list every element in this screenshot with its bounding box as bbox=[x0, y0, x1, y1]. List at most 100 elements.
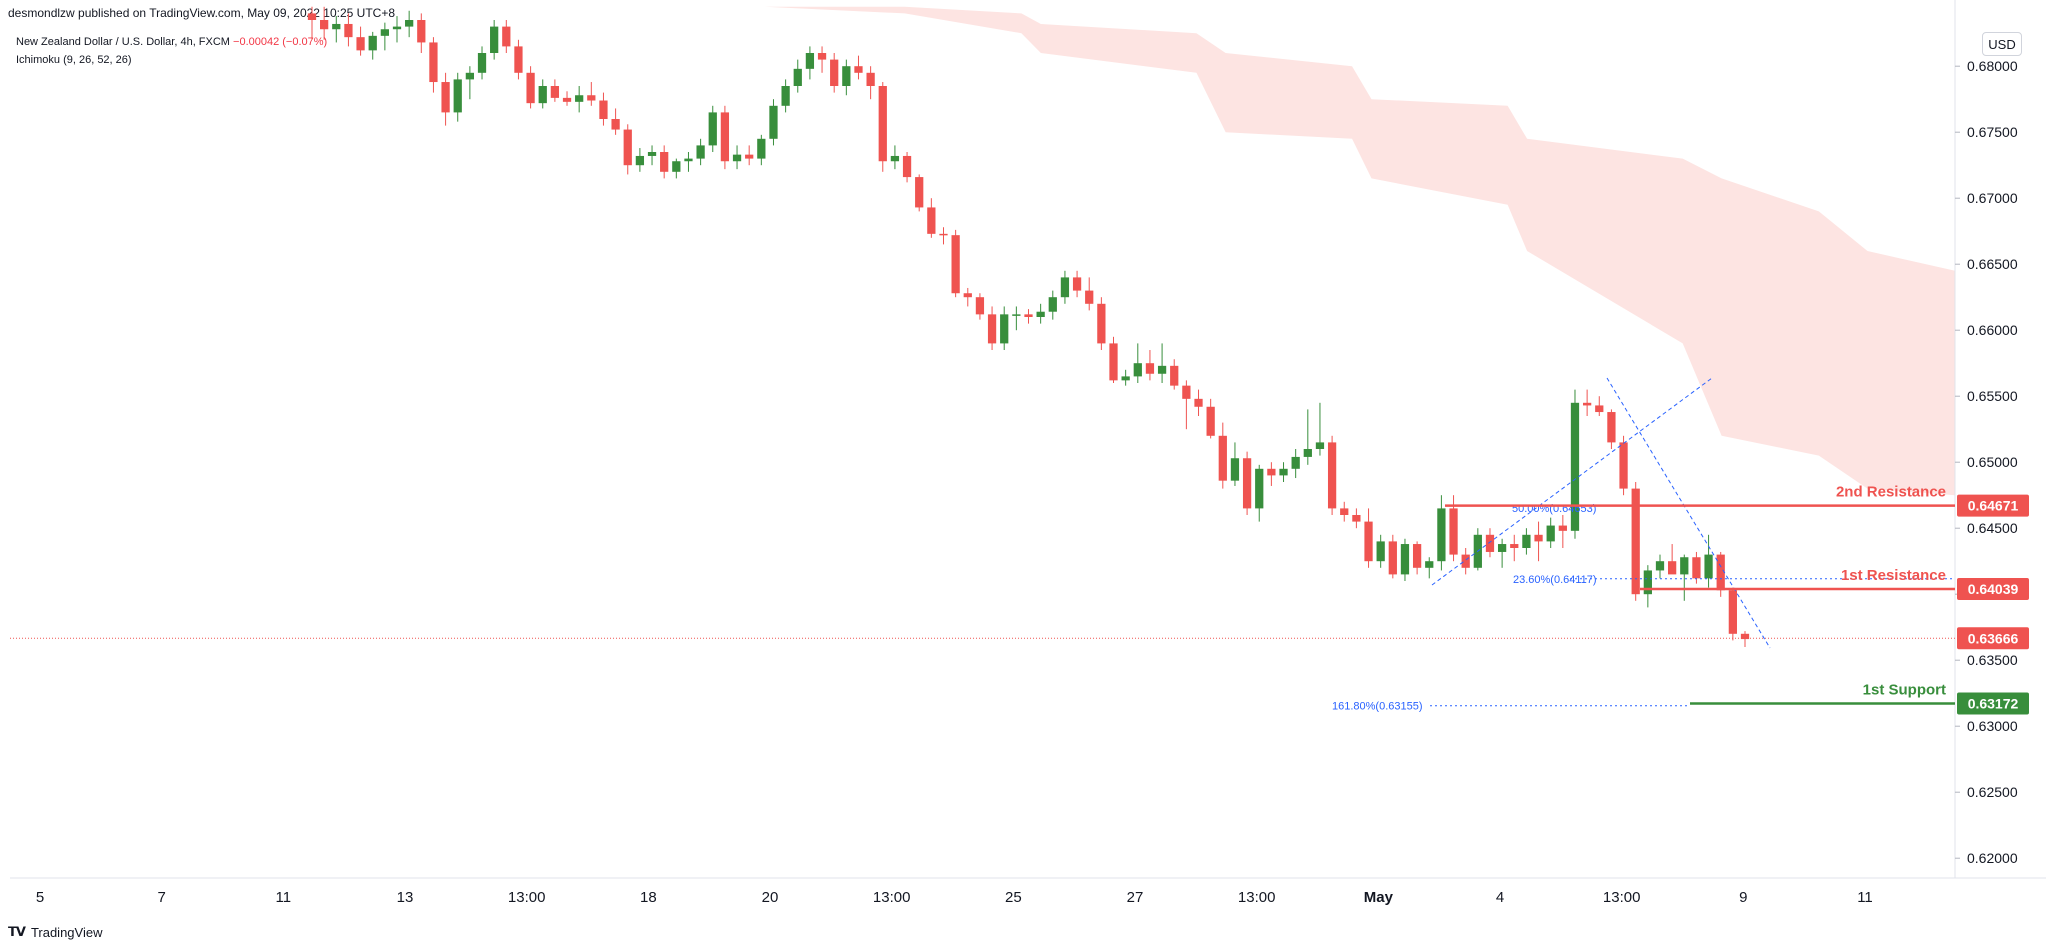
candle-body[interactable] bbox=[1097, 303, 1106, 344]
candle-body[interactable] bbox=[672, 161, 681, 172]
candle-body[interactable] bbox=[1012, 314, 1021, 316]
candle-body[interactable] bbox=[1060, 277, 1070, 298]
candle-body[interactable] bbox=[332, 23, 341, 30]
candle-body[interactable] bbox=[356, 37, 365, 51]
candle-body[interactable] bbox=[1558, 525, 1567, 531]
candle-body[interactable] bbox=[1170, 365, 1179, 386]
candle-body[interactable] bbox=[307, 13, 317, 20]
candle-body[interactable] bbox=[380, 29, 389, 36]
candle-body[interactable] bbox=[1740, 633, 1750, 640]
candle-body[interactable] bbox=[647, 152, 657, 156]
candle-body[interactable] bbox=[1376, 541, 1385, 562]
candle-body[interactable] bbox=[1085, 290, 1094, 304]
candle-body[interactable] bbox=[830, 59, 839, 86]
candle-body[interactable] bbox=[878, 86, 887, 162]
candle-body[interactable] bbox=[817, 53, 827, 60]
candle-body[interactable] bbox=[320, 20, 329, 30]
candle-body[interactable] bbox=[1582, 402, 1592, 406]
candle-body[interactable] bbox=[1510, 544, 1519, 548]
candle-body[interactable] bbox=[599, 100, 608, 119]
candle-body[interactable] bbox=[1692, 557, 1701, 579]
candle-body[interactable] bbox=[1619, 442, 1628, 489]
candle-body[interactable] bbox=[1157, 365, 1167, 374]
candle-body[interactable] bbox=[696, 145, 705, 159]
candle-body[interactable] bbox=[538, 86, 547, 104]
candle-body[interactable] bbox=[1267, 468, 1276, 476]
candle-body[interactable] bbox=[405, 20, 414, 27]
candle-body[interactable] bbox=[1534, 534, 1543, 542]
candle-body[interactable] bbox=[1364, 521, 1373, 562]
candle-body[interactable] bbox=[915, 177, 924, 208]
candle-body[interactable] bbox=[392, 26, 402, 30]
candle-body[interactable] bbox=[1036, 311, 1045, 317]
candle-body[interactable] bbox=[1145, 363, 1155, 374]
candle-body[interactable] bbox=[939, 233, 948, 236]
candle-body[interactable] bbox=[1461, 554, 1470, 568]
candle-body[interactable] bbox=[1595, 405, 1604, 413]
candle-body[interactable] bbox=[453, 79, 462, 113]
candle-body[interactable] bbox=[635, 155, 645, 166]
candle-body[interactable] bbox=[1048, 297, 1057, 312]
candle-body[interactable] bbox=[781, 86, 790, 106]
candle-body[interactable] bbox=[854, 66, 863, 73]
candle-body[interactable] bbox=[769, 105, 778, 139]
candle-body[interactable] bbox=[550, 86, 560, 98]
candle-body[interactable] bbox=[866, 72, 875, 86]
candle-body[interactable] bbox=[1668, 561, 1677, 575]
candle-body[interactable] bbox=[1655, 561, 1665, 571]
candle-body[interactable] bbox=[684, 158, 693, 162]
candle-body[interactable] bbox=[1570, 402, 1580, 531]
candle-body[interactable] bbox=[1194, 398, 1203, 407]
candle-body[interactable] bbox=[1255, 468, 1264, 509]
candle-body[interactable] bbox=[490, 26, 499, 53]
candle-body[interactable] bbox=[1449, 508, 1458, 555]
candle-body[interactable] bbox=[1716, 554, 1725, 591]
candle-body[interactable] bbox=[1607, 412, 1616, 443]
candle-body[interactable] bbox=[1437, 508, 1446, 562]
candle-body[interactable] bbox=[1315, 442, 1325, 449]
candle-body[interactable] bbox=[1485, 534, 1495, 552]
candle-body[interactable] bbox=[660, 152, 669, 172]
candle-body[interactable] bbox=[927, 207, 936, 234]
candle-body[interactable] bbox=[502, 26, 511, 47]
candle-body[interactable] bbox=[587, 95, 596, 101]
currency-button[interactable]: USD bbox=[1982, 32, 2022, 56]
candle-body[interactable] bbox=[987, 314, 997, 344]
candle-body[interactable] bbox=[562, 97, 572, 102]
candle-body[interactable] bbox=[1133, 363, 1142, 377]
candle-body[interactable] bbox=[1291, 456, 1300, 469]
candle-body[interactable] bbox=[1109, 343, 1118, 381]
candle-body[interactable] bbox=[1400, 544, 1410, 575]
candle-body[interactable] bbox=[1388, 541, 1397, 575]
candle-body[interactable] bbox=[1072, 277, 1082, 291]
candle-body[interactable] bbox=[1425, 561, 1434, 568]
candle-body[interactable] bbox=[514, 46, 523, 73]
candle-body[interactable] bbox=[1340, 508, 1349, 515]
candle-body[interactable] bbox=[429, 42, 438, 83]
candle-body[interactable] bbox=[1303, 449, 1312, 457]
candle-body[interactable] bbox=[465, 72, 475, 80]
candle-body[interactable] bbox=[732, 154, 742, 162]
candle-body[interactable] bbox=[1352, 515, 1361, 522]
tradingview-brand[interactable]: 𝗧𝗩 TradingView bbox=[8, 924, 102, 940]
candle-body[interactable] bbox=[1327, 442, 1337, 509]
candle-body[interactable] bbox=[1728, 590, 1737, 634]
symbol-title[interactable]: New Zealand Dollar / U.S. Dollar, 4h, FX… bbox=[16, 36, 230, 48]
candle-body[interactable] bbox=[951, 235, 960, 294]
candle-body[interactable] bbox=[1024, 314, 1033, 317]
candle-body[interactable] bbox=[1121, 376, 1130, 381]
candle-body[interactable] bbox=[441, 82, 450, 113]
candle-body[interactable] bbox=[1230, 458, 1240, 481]
candle-body[interactable] bbox=[1182, 385, 1191, 399]
indicator-label[interactable]: Ichimoku (9, 26, 52, 26) bbox=[16, 54, 132, 66]
candle-body[interactable] bbox=[611, 119, 620, 130]
candle-body[interactable] bbox=[1279, 468, 1288, 476]
candle-body[interactable] bbox=[1206, 406, 1215, 436]
candle-body[interactable] bbox=[745, 154, 754, 159]
candle-body[interactable] bbox=[842, 66, 851, 86]
candle-body[interactable] bbox=[477, 53, 487, 73]
candle-body[interactable] bbox=[1680, 557, 1689, 575]
candle-body[interactable] bbox=[975, 297, 985, 315]
candle-body[interactable] bbox=[368, 35, 377, 51]
